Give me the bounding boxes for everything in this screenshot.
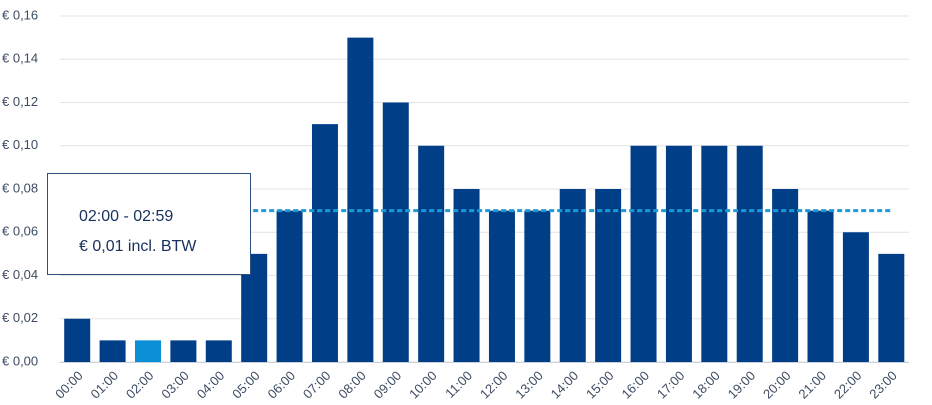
bar — [772, 189, 799, 362]
y-tick-label: € 0,12 — [2, 94, 38, 109]
bar — [524, 210, 551, 362]
bar — [99, 340, 126, 362]
bar — [701, 145, 728, 362]
bar — [878, 253, 905, 362]
bar — [382, 102, 409, 362]
x-tick-label: 15:00 — [583, 368, 617, 402]
x-tick-label: 05:00 — [229, 368, 263, 402]
bar — [418, 145, 445, 362]
x-tick-label: 07:00 — [300, 368, 334, 402]
x-tick-label: 13:00 — [512, 368, 546, 402]
bar — [311, 124, 338, 362]
y-tick-label: € 0,16 — [2, 7, 38, 22]
x-tick-label: 06:00 — [265, 368, 299, 402]
bar — [736, 145, 763, 362]
x-tick-label: 17:00 — [654, 368, 688, 402]
y-tick-label: € 0,10 — [2, 137, 38, 152]
bar — [134, 340, 161, 362]
x-tick-label: 00:00 — [52, 368, 86, 402]
x-tick-label: 12:00 — [477, 368, 511, 402]
x-tick-label: 03:00 — [158, 368, 192, 402]
y-tick-label: € 0,08 — [2, 180, 38, 195]
bar — [665, 145, 692, 362]
y-tick-label: € 0,14 — [2, 51, 38, 66]
x-tick-label: 10:00 — [406, 368, 440, 402]
bar — [347, 37, 374, 362]
x-tick-label: 19:00 — [725, 368, 759, 402]
bar — [559, 189, 586, 362]
x-tick-label: 01:00 — [88, 368, 122, 402]
y-tick-label: € 0,02 — [2, 310, 38, 325]
x-tick-label: 04:00 — [194, 368, 228, 402]
bar — [488, 210, 515, 362]
x-tick-label: 09:00 — [371, 368, 405, 402]
x-tick-label: 14:00 — [548, 368, 582, 402]
bar — [453, 189, 480, 362]
bar — [276, 210, 303, 362]
bar — [170, 340, 197, 362]
bar — [595, 189, 622, 362]
bar — [842, 232, 869, 362]
y-tick-label: € 0,06 — [2, 224, 38, 239]
y-tick-label: € 0,04 — [2, 267, 38, 282]
bar — [807, 210, 834, 362]
tooltip-text: € 0,01 incl. BTW — [79, 238, 197, 255]
x-tick-label: 21:00 — [795, 368, 829, 402]
bar — [630, 145, 657, 362]
tooltip: 02:00 - 02:59 € 0,01 incl. BTW — [47, 173, 251, 275]
x-tick-label: 20:00 — [760, 368, 794, 402]
x-tick-label: 02:00 — [123, 368, 157, 402]
x-tick-label: 23:00 — [866, 368, 900, 402]
x-tick-label: 22:00 — [831, 368, 865, 402]
bar — [205, 340, 232, 362]
y-tick-label: € 0,00 — [2, 353, 38, 368]
x-tick-label: 18:00 — [689, 368, 723, 402]
tooltip-title: 02:00 - 02:59 — [79, 208, 174, 225]
x-tick-label: 11:00 — [442, 368, 475, 401]
bar — [64, 318, 91, 362]
x-tick-label: 16:00 — [618, 368, 652, 402]
x-tick-label: 08:00 — [335, 368, 369, 402]
